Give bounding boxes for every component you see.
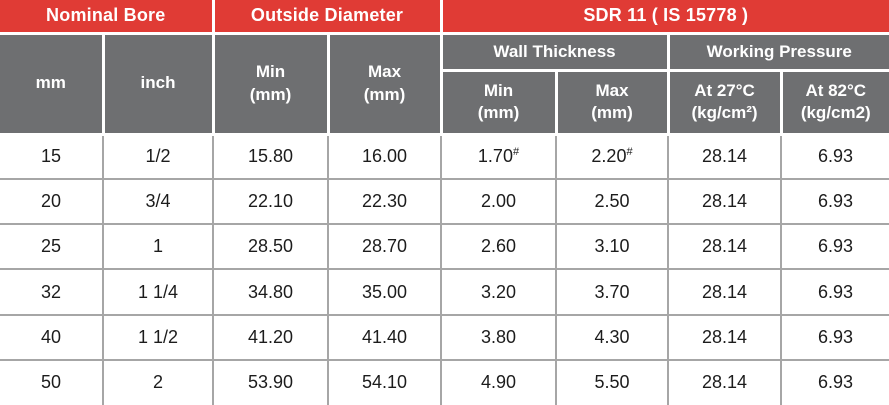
table-cell: 1 (101, 223, 215, 271)
table-cell: 3.80 (440, 313, 558, 361)
table-cell: 1.70# (440, 134, 558, 181)
column-header-inch: inch (101, 31, 215, 136)
table-row: 20 3/4 22.10 22.30 2.00 2.50 28.14 6.93 (0, 178, 889, 226)
table-cell: 2.00 (440, 178, 558, 226)
table-cell: 6.93 (780, 358, 889, 405)
table-cell: 16.00 (327, 134, 443, 181)
table-row: 25 1 28.50 28.70 2.60 3.10 28.14 6.93 (0, 223, 889, 271)
table-cell: 40 (0, 313, 104, 361)
column-header-wt-max: Max (mm) (554, 68, 670, 136)
table-cell: 4.30 (555, 313, 670, 361)
table-body: 15 1/2 15.80 16.00 1.70# 2.20# 28.14 6.9… (0, 134, 889, 405)
table-cell: 28.14 (667, 268, 783, 316)
table-cell: 3.70 (555, 268, 670, 316)
table-cell: 6.93 (780, 178, 889, 226)
table-cell: 32 (0, 268, 104, 316)
table-cell: 4.90 (440, 358, 558, 405)
table-cell: 41.20 (212, 313, 330, 361)
table-cell: 28.70 (327, 223, 443, 271)
column-header-mm: mm (0, 31, 105, 136)
column-header-wp-82c: At 82°C (kg/cm2) (779, 68, 889, 136)
table-cell: 28.14 (667, 313, 783, 361)
table-cell: 1/2 (101, 134, 215, 181)
table-cell: 15 (0, 134, 104, 181)
hash-note: # (626, 146, 633, 159)
table-cell: 6.93 (780, 268, 889, 316)
table-cell: 28.14 (667, 178, 783, 226)
table-row: 40 1 1/2 41.20 41.40 3.80 4.30 28.14 6.9… (0, 313, 889, 361)
table-cell: 2 (101, 358, 215, 405)
table-cell: 41.40 (327, 313, 443, 361)
table-row: 32 1 1/4 34.80 35.00 3.20 3.70 28.14 6.9… (0, 268, 889, 316)
units-header-row: Min (mm) Max (mm) At 27°C (kg/cm²) At 82… (0, 68, 889, 136)
column-header-od-max: Max (mm) (326, 31, 443, 136)
cell-value: 1.70 (477, 146, 513, 167)
table-cell: 6.93 (780, 134, 889, 181)
header-wall-thickness: Wall Thickness (439, 31, 670, 72)
table-cell: 3.20 (440, 268, 558, 316)
header-nominal-bore: Nominal Bore (0, 0, 215, 35)
table-cell: 50 (0, 358, 104, 405)
table-cell: 5.50 (555, 358, 670, 405)
hash-note: # (512, 146, 520, 159)
table-header: Nominal Bore Outside Diameter SDR 11 ( I… (0, 0, 889, 136)
table-cell: 3.10 (555, 223, 670, 271)
subgroup-header-row: mm inch Min (mm) Max (mm) Wall Thickness… (0, 31, 889, 136)
table-cell: 1 1/2 (101, 313, 215, 361)
table-cell: 54.10 (327, 358, 443, 405)
table-cell: 6.93 (780, 223, 889, 271)
table-cell: 2.60 (440, 223, 558, 271)
cell-value: 2.20 (591, 146, 627, 167)
table-cell: 22.30 (327, 178, 443, 226)
column-header-wp-27c: At 27°C (kg/cm²) (666, 68, 783, 136)
table-cell: 28.14 (667, 134, 783, 181)
table-cell: 6.93 (780, 313, 889, 361)
group-header-row: Nominal Bore Outside Diameter SDR 11 ( I… (0, 0, 889, 35)
header-outside-diameter: Outside Diameter (211, 0, 443, 35)
table-cell: 3/4 (101, 178, 215, 226)
table-row: 50 2 53.90 54.10 4.90 5.50 28.14 6.93 (0, 358, 889, 405)
table-cell: 22.10 (212, 178, 330, 226)
header-working-pressure: Working Pressure (666, 31, 889, 72)
table-cell: 1 1/4 (101, 268, 215, 316)
table-cell: 28.50 (212, 223, 330, 271)
table-cell: 20 (0, 178, 104, 226)
table-cell: 35.00 (327, 268, 443, 316)
table-cell: 28.14 (667, 223, 783, 271)
header-sdr11: SDR 11 ( IS 15778 ) (439, 0, 889, 35)
column-header-od-min: Min (mm) (211, 31, 330, 136)
table-cell: 15.80 (212, 134, 330, 181)
table-cell: 53.90 (212, 358, 330, 405)
table-cell: 25 (0, 223, 104, 271)
table-cell: 2.20# (555, 134, 670, 181)
table-cell: 2.50 (555, 178, 670, 226)
column-header-wt-min: Min (mm) (441, 68, 558, 136)
table-cell: 34.80 (212, 268, 330, 316)
table-cell: 28.14 (667, 358, 783, 405)
table-row: 15 1/2 15.80 16.00 1.70# 2.20# 28.14 6.9… (0, 134, 889, 181)
